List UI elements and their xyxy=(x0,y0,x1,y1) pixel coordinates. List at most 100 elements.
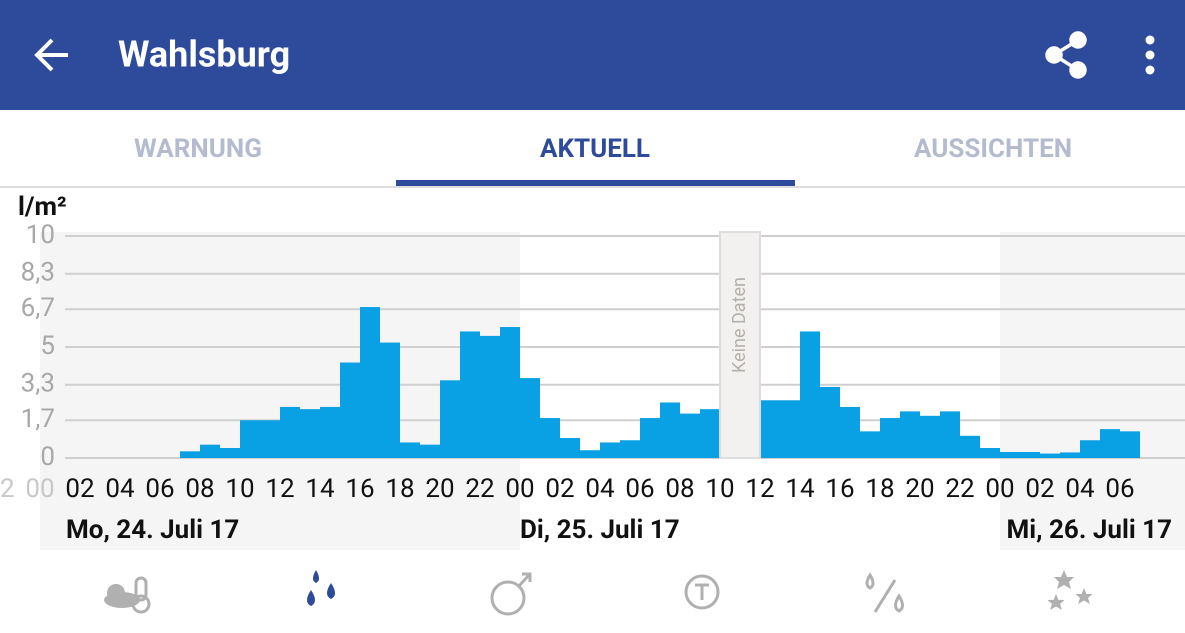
x-tick-label: 14 xyxy=(305,474,335,504)
bar xyxy=(240,420,260,458)
x-tick-label: 14 xyxy=(785,474,815,504)
x-tick-label: 06 xyxy=(625,474,654,504)
no-data-label: Keine Daten xyxy=(729,277,750,373)
x-tick-label: 16 xyxy=(345,474,374,504)
day-label: Mo, 24. Juli 17 xyxy=(66,515,239,545)
bar xyxy=(1120,431,1140,458)
x-tick-label: 02 xyxy=(65,474,94,504)
bar xyxy=(560,438,580,458)
bar xyxy=(380,342,400,458)
x-tick-label: 04 xyxy=(585,474,615,504)
bar xyxy=(880,418,900,458)
nav-wind[interactable] xyxy=(490,572,532,616)
tab[interactable]: WARNUNG xyxy=(134,134,262,164)
bar xyxy=(580,450,600,458)
bar xyxy=(1040,453,1060,458)
bar xyxy=(280,406,300,458)
bar xyxy=(680,413,700,458)
bar xyxy=(1060,452,1080,458)
bar xyxy=(1020,452,1040,458)
x-tick-label: 12 xyxy=(745,474,774,504)
bar xyxy=(940,411,960,458)
bar xyxy=(440,380,460,458)
y-tick-label: 10 xyxy=(26,220,55,250)
tab-indicator xyxy=(396,180,795,186)
bar xyxy=(220,448,240,458)
x-tick-label: 00 xyxy=(25,474,54,504)
x-tick-label: 06 xyxy=(1105,474,1134,504)
chart: 0 1,7 3,3 5 6,7 8,3 10 22 00 02 04 06 08 10 12 14 16 18 20… xyxy=(0,220,1185,504)
app-bar xyxy=(0,0,1185,110)
bar xyxy=(180,451,200,458)
x-tick-label: 18 xyxy=(865,474,894,504)
bar xyxy=(1000,452,1020,458)
x-tick-label: 06 xyxy=(145,474,174,504)
x-tick-label: 00 xyxy=(985,474,1014,504)
bar xyxy=(260,420,280,458)
bar xyxy=(200,444,220,458)
bar xyxy=(320,406,340,458)
x-tick-label: 08 xyxy=(665,474,694,504)
x-tick-label: 18 xyxy=(385,474,414,504)
bar xyxy=(1080,440,1100,458)
tab-selected[interactable]: AKTUELL xyxy=(540,134,650,164)
bar xyxy=(840,406,860,458)
bar xyxy=(700,409,720,458)
bar xyxy=(400,442,420,458)
x-tick-label: 10 xyxy=(225,474,254,504)
bar xyxy=(980,448,1000,458)
bar xyxy=(540,418,560,458)
bar xyxy=(360,307,380,458)
x-tick-label: 22 xyxy=(945,474,974,504)
bar xyxy=(820,386,840,458)
nav-stars[interactable] xyxy=(1047,570,1093,610)
bar xyxy=(480,335,500,458)
x-tick-label: 12 xyxy=(265,474,294,504)
bar xyxy=(640,418,660,458)
y-tick-label: 8,3 xyxy=(21,258,55,288)
x-tick-label: 00 xyxy=(505,474,534,504)
x-tick-label: 20 xyxy=(905,474,934,504)
tab-bar xyxy=(0,110,1185,187)
nav-thunder[interactable] xyxy=(684,574,720,610)
day-label: Mi, 26. Juli 17 xyxy=(1007,515,1172,545)
bar xyxy=(920,415,940,458)
y-tick-label: 5 xyxy=(40,331,55,361)
bar xyxy=(500,327,520,458)
bar xyxy=(960,435,980,458)
x-tick-label: 04 xyxy=(1065,474,1095,504)
app-title: Wahlsburg xyxy=(118,34,290,76)
day-label: Di, 25. Juli 17 xyxy=(520,515,680,545)
x-tick-label: 16 xyxy=(825,474,854,504)
bar xyxy=(660,402,680,458)
share-button[interactable] xyxy=(1045,31,1087,79)
x-tick-label: 20 xyxy=(425,474,454,504)
bar xyxy=(600,442,620,458)
back-button[interactable] xyxy=(34,38,68,72)
nav-temperature[interactable] xyxy=(104,576,151,614)
y-tick-label: 3,3 xyxy=(21,369,55,399)
x-tick-label: 04 xyxy=(105,474,135,504)
x-tick-label: 02 xyxy=(545,474,574,504)
x-tick-label: 22 xyxy=(465,474,494,504)
bar xyxy=(340,362,360,458)
bar xyxy=(620,440,640,458)
nav-humidity[interactable] xyxy=(865,572,904,613)
day-band xyxy=(1000,232,1185,550)
bar xyxy=(520,378,540,458)
bar xyxy=(900,411,920,458)
bar xyxy=(1100,429,1120,458)
y-tick-label: 6,7 xyxy=(21,293,55,323)
nav-precipitation[interactable] xyxy=(307,570,335,606)
tab[interactable]: AUSSICHTEN xyxy=(914,134,1072,164)
x-tick-label: 10 xyxy=(705,474,734,504)
more-button[interactable] xyxy=(1145,35,1155,75)
x-tick-label: 02 xyxy=(1025,474,1054,504)
bar xyxy=(800,331,820,458)
x-tick-label: 08 xyxy=(185,474,214,504)
bar xyxy=(300,409,320,458)
bar xyxy=(760,400,780,458)
x-tick-label: 22 xyxy=(0,474,15,504)
